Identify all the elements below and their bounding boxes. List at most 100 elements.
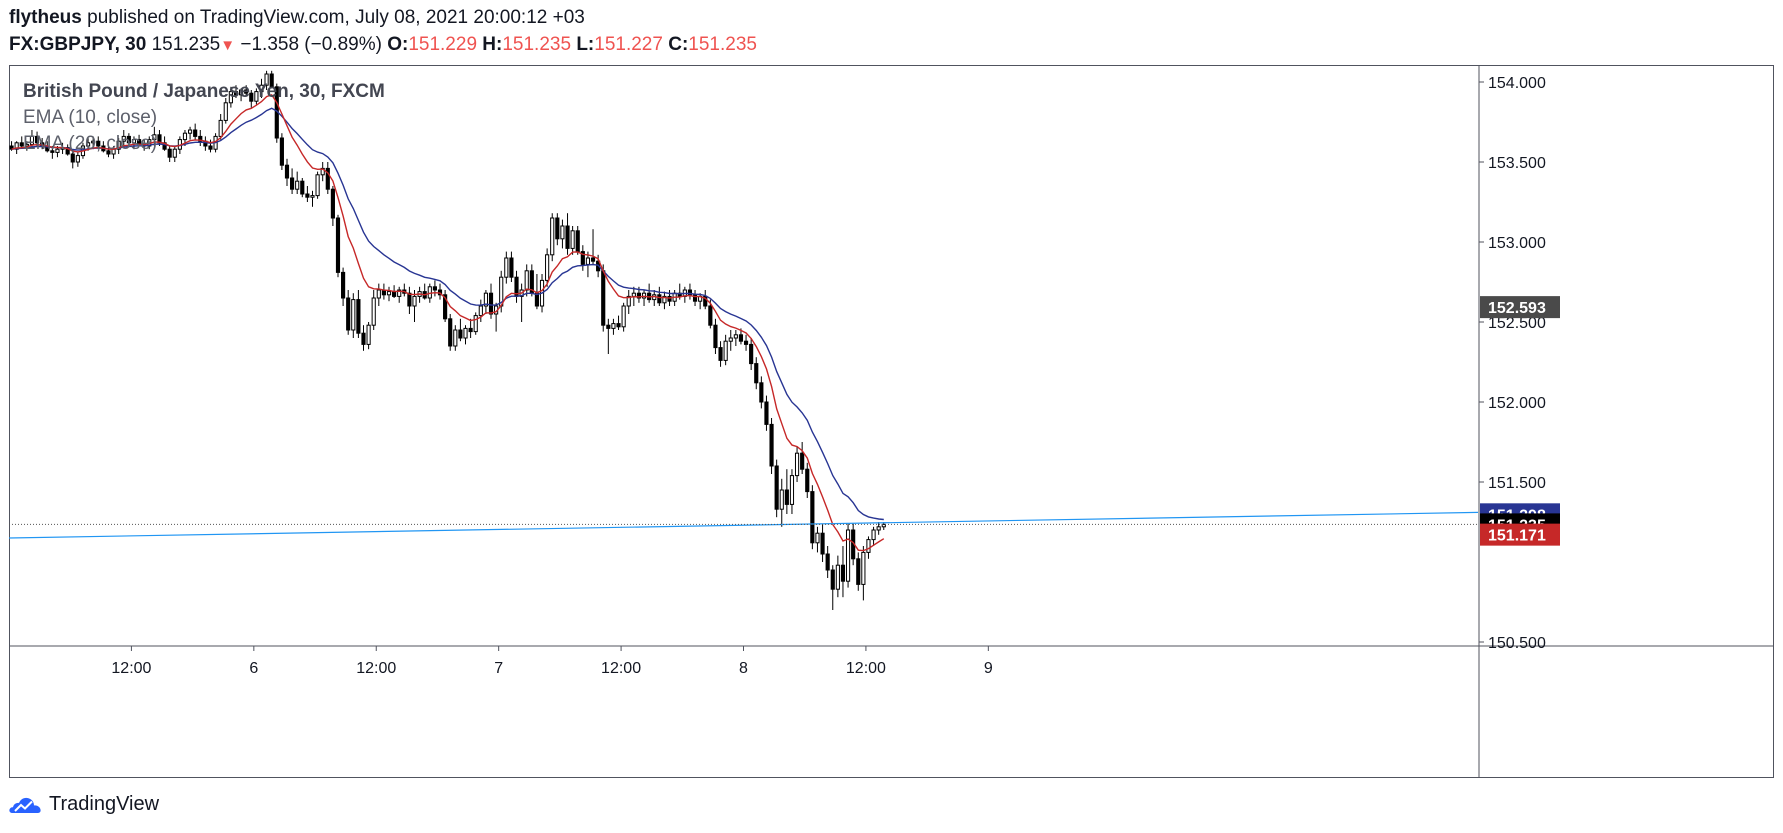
candle-body [687, 289, 693, 296]
candle [193, 123, 198, 140]
candle-body [550, 217, 555, 256]
candle [131, 136, 137, 150]
candle-body [376, 289, 381, 299]
candle-body [815, 532, 820, 544]
candle [749, 338, 754, 370]
candle-body [575, 230, 580, 253]
candle-body [820, 532, 825, 555]
candle [810, 485, 815, 550]
candle [443, 290, 448, 322]
tradingview-logo[interactable]: TradingView [9, 793, 159, 816]
candle-body [392, 291, 397, 297]
candle [121, 130, 126, 146]
candle [106, 146, 111, 158]
candle [70, 149, 75, 169]
candle [478, 299, 483, 322]
candle-body [861, 551, 866, 585]
candle [468, 318, 473, 338]
candle-body [218, 119, 223, 137]
candle-body [805, 468, 810, 493]
candle [305, 186, 310, 202]
candle [402, 283, 407, 297]
candle-body [335, 217, 341, 273]
badge-label: 151.171 [1488, 528, 1546, 545]
candle [9, 141, 14, 151]
open-value: 151.229 [408, 34, 478, 55]
candle [545, 248, 550, 287]
candle-body [244, 89, 249, 94]
legend-ema10[interactable]: EMA (10, close) [23, 107, 158, 128]
candle [376, 283, 381, 306]
badge-box [1480, 523, 1560, 546]
candle [346, 290, 351, 335]
candle-body [488, 292, 494, 315]
candle-body [96, 140, 101, 147]
candle-body [662, 295, 667, 304]
candle [590, 229, 596, 265]
candle [407, 286, 412, 314]
legend-ema20[interactable]: EMA (20, close) [23, 133, 158, 154]
candle-body [636, 292, 642, 299]
candle [412, 290, 417, 322]
candle [723, 334, 728, 366]
price-tick-label: 152.500 [1488, 315, 1546, 332]
candle [254, 88, 259, 105]
candle [611, 318, 616, 335]
candle-body [366, 324, 371, 345]
candle-body [580, 251, 585, 265]
candle [366, 322, 371, 350]
price-change: −1.358 (−0.89%) [240, 34, 382, 55]
candle [647, 283, 652, 303]
candle-body [432, 286, 437, 291]
candle [754, 357, 759, 390]
candle-body [570, 230, 575, 249]
high-value: 151.235 [502, 34, 572, 55]
candle [866, 536, 871, 559]
candle-body [106, 150, 111, 155]
candle [473, 312, 478, 335]
candle-body [116, 140, 121, 150]
close-label: C: [668, 34, 689, 55]
candle-body [708, 305, 713, 326]
candle [718, 341, 723, 367]
candle [616, 315, 621, 330]
candle-body [269, 73, 274, 88]
candle [356, 290, 361, 338]
candle-body [463, 327, 468, 339]
candle [351, 293, 356, 338]
candle-body [810, 491, 815, 544]
candle [239, 88, 244, 102]
candle [560, 219, 565, 249]
candle [759, 376, 764, 409]
candle [152, 126, 157, 146]
badge-box [1480, 296, 1560, 319]
candle [514, 270, 519, 303]
candle-body [223, 102, 228, 121]
candle-body [866, 539, 871, 553]
candle [856, 552, 861, 591]
candle-body [784, 489, 789, 505]
candle-body [91, 140, 96, 144]
candle [50, 146, 55, 159]
candle [187, 126, 193, 140]
candle-body [443, 294, 448, 320]
time-tick-label: 7 [494, 660, 503, 677]
candle-body [881, 523, 886, 528]
candle [228, 86, 233, 108]
candle [565, 213, 570, 255]
candle-body [560, 225, 565, 240]
candle-body [478, 305, 483, 317]
candle-body [239, 89, 244, 96]
candle [524, 264, 529, 297]
price-badge-ema10: 151.171 [1480, 523, 1560, 546]
candle-body [779, 489, 784, 510]
candle [687, 283, 693, 300]
price-tick-label: 152.000 [1488, 395, 1546, 412]
price-chart[interactable]: 154.000 153.500 153.000 152.500 152.000 151.5… [9, 65, 1774, 778]
candle-body [590, 257, 596, 262]
trend-line[interactable] [9, 511, 1479, 539]
candle-body [9, 145, 14, 150]
candle [840, 546, 846, 598]
author-name[interactable]: flytheus [9, 7, 82, 28]
candle [330, 186, 335, 226]
